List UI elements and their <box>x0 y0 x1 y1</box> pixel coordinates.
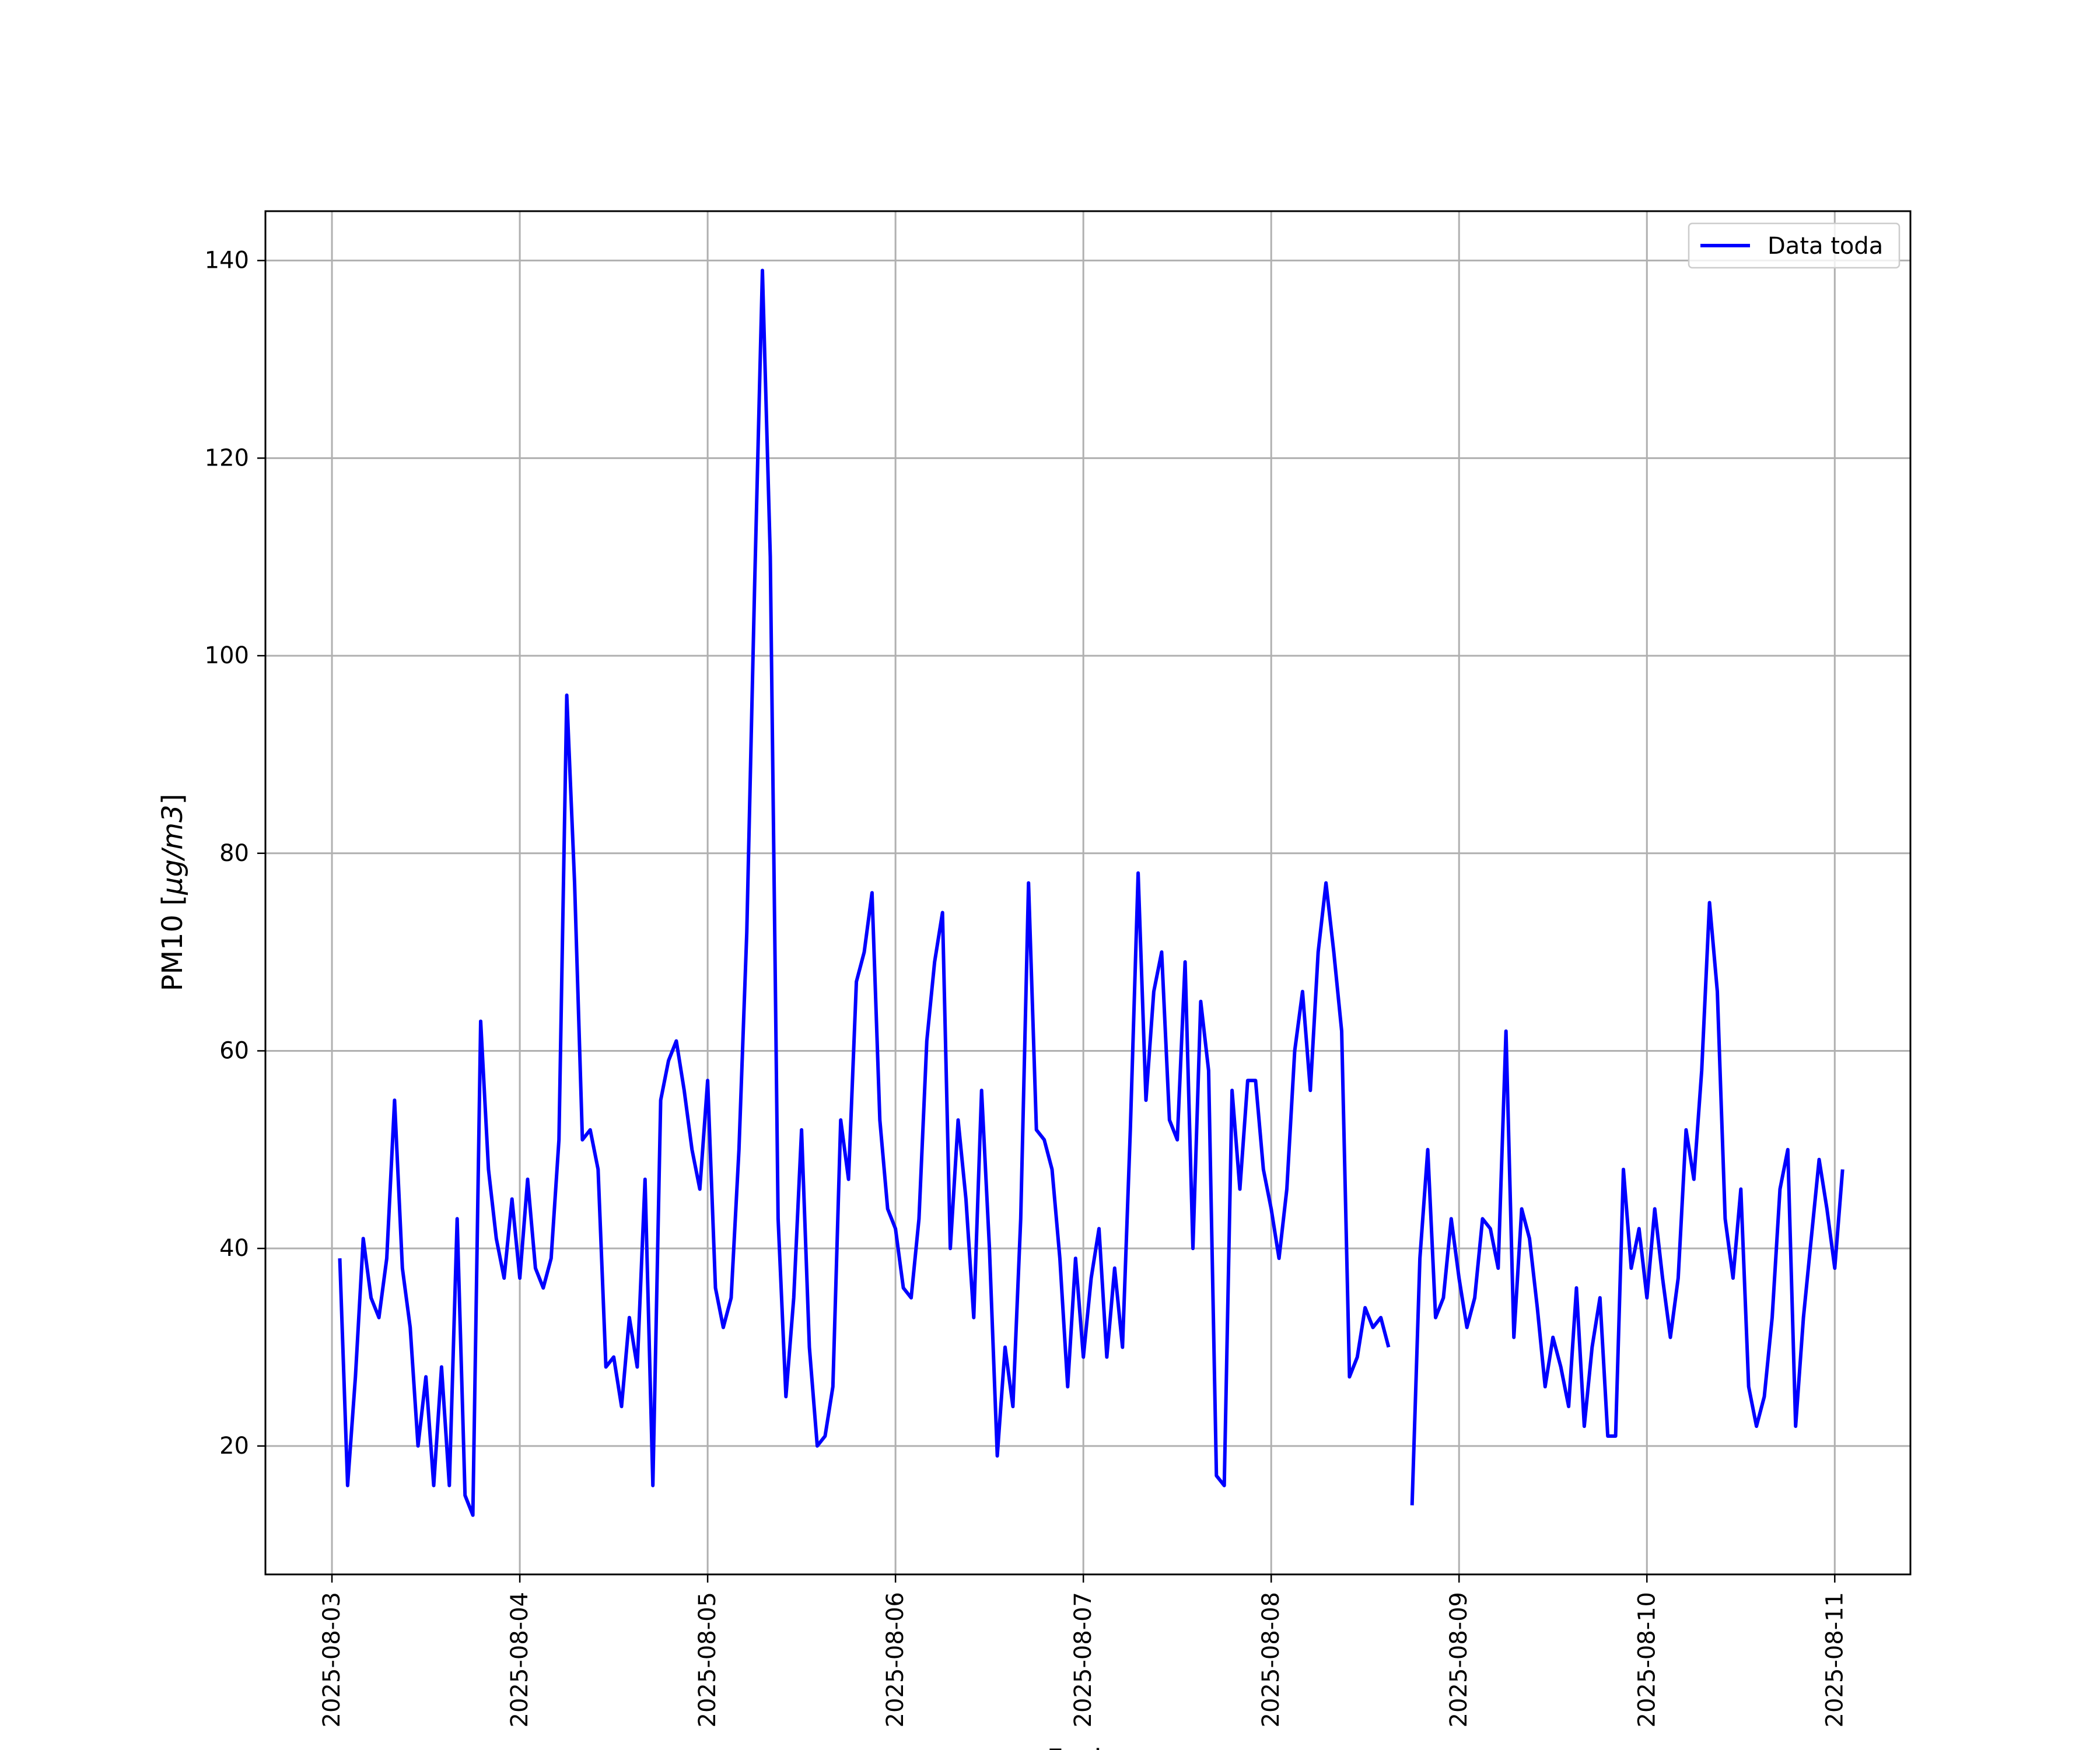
legend: Data toda <box>1688 222 1901 269</box>
y-axis-title-suffix: ] <box>156 794 189 805</box>
y-axis: 20 40 60 80 100 120 140 <box>205 247 265 1460</box>
x-tick-label-5: 2025-08-08 <box>1258 1592 1284 1727</box>
x-tick-label-3: 2025-08-06 <box>882 1592 909 1727</box>
series-line-0 <box>338 268 1845 1517</box>
y-axis-title-prefix: PM10 [ <box>156 895 189 991</box>
x-tick-label-0: 2025-08-03 <box>318 1592 345 1727</box>
y-axis-title: PM10 [μg/m3] <box>156 794 189 992</box>
x-axis: 2025-08-03 2025-08-04 2025-08-05 2025-08-06… <box>318 1574 1848 1727</box>
x-tick-label-1: 2025-08-04 <box>506 1592 533 1727</box>
x-tick-label-7: 2025-08-10 <box>1633 1592 1660 1727</box>
x-tick-label-8: 2025-08-11 <box>1821 1592 1848 1727</box>
x-tick-label-2: 2025-08-05 <box>694 1592 721 1727</box>
x-tick-label-6: 2025-08-09 <box>1446 1592 1472 1727</box>
y-tick-label-4: 100 <box>205 642 249 669</box>
legend-label: Data toda <box>1768 233 1883 260</box>
y-tick-label-3: 80 <box>219 840 249 867</box>
y-tick-label-2: 60 <box>219 1037 249 1064</box>
y-tick-label-1: 40 <box>219 1235 249 1262</box>
plot-frame <box>264 210 1912 1576</box>
y-axis-title-unit: μg/m3 <box>156 804 189 895</box>
y-tick-label-6: 140 <box>205 247 249 274</box>
y-tick-label-0: 20 <box>219 1433 249 1460</box>
y-tick-label-5: 120 <box>205 444 249 471</box>
series-layer <box>338 268 1845 1517</box>
x-axis-title: Fecha <box>1047 1744 1129 1750</box>
legend-box <box>1688 222 1901 269</box>
x-tick-label-4: 2025-08-07 <box>1070 1592 1097 1727</box>
